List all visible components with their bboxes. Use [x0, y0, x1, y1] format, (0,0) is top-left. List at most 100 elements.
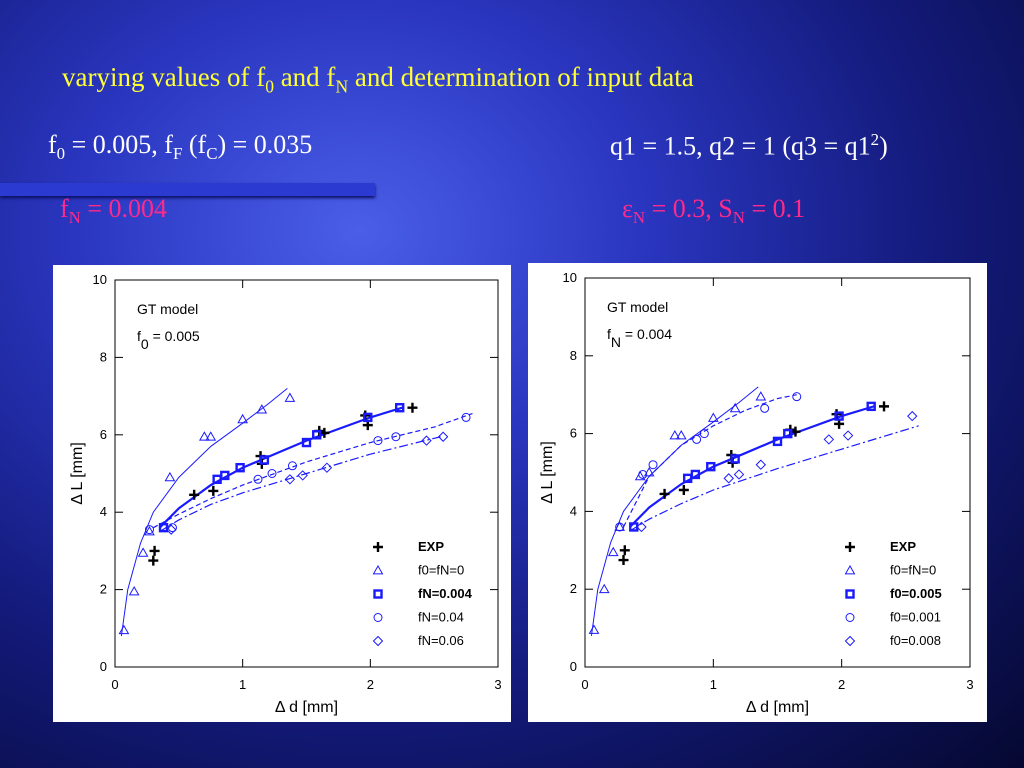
plus-marker: [407, 402, 418, 413]
triangle-marker: [844, 564, 856, 575]
text-run: ε: [622, 194, 633, 223]
circle-marker: [760, 403, 770, 413]
parameter-line: q1 = 1.5, q2 = 1 (q3 = q12): [610, 130, 888, 162]
diamond-marker: [372, 635, 384, 647]
diamond-marker: [823, 434, 835, 445]
plus-marker: [189, 489, 200, 500]
plus-marker: [618, 555, 629, 566]
chart-panel: 0 1 2 3 0 2 4 6 8 10 Δ d [mm] Δ L [mm] GT model fN = …: [528, 263, 987, 722]
triangle-marker: [607, 546, 619, 557]
diamond-marker: [733, 469, 745, 480]
diamond-marker: [421, 435, 432, 446]
x-axis-label: Δ d [mm]: [275, 699, 338, 716]
y-tick-label: 0: [570, 659, 577, 674]
y-tick-label: 10: [93, 272, 107, 287]
x-tick-label: 1: [710, 677, 717, 692]
x-axis-label: Δ d [mm]: [746, 699, 809, 716]
triangle-marker: [237, 413, 249, 424]
circle-marker: [373, 436, 383, 446]
model-curve: [158, 406, 403, 529]
annotation-run: = 0.005: [149, 328, 200, 344]
square-marker: [394, 403, 405, 413]
model-curve: [629, 405, 875, 528]
text-run: 0: [265, 76, 274, 97]
legend-label: f0=fN=0: [418, 563, 464, 578]
divider-bar: [0, 183, 375, 196]
square-marker: [301, 437, 312, 448]
model-curve: [629, 425, 919, 532]
text-run: f: [48, 130, 57, 159]
x-tick-label: 3: [966, 677, 973, 692]
text-run: C: [206, 144, 218, 164]
triangle-marker: [199, 431, 210, 441]
circle-marker: [648, 460, 658, 470]
diamond-marker: [755, 459, 767, 470]
model-curve: [622, 394, 797, 528]
triangle-marker: [675, 430, 687, 440]
x-tick-label: 3: [494, 677, 501, 692]
y-tick-label: 8: [570, 348, 577, 363]
parameter-line: fN = 0.004: [60, 194, 167, 228]
triangle-marker: [634, 470, 646, 481]
plus-marker: [845, 542, 855, 552]
parameter-line: εN = 0.3, SN = 0.1: [622, 194, 805, 228]
text-run: N: [68, 208, 81, 228]
triangle-marker: [164, 471, 176, 482]
plus-marker: [879, 401, 890, 412]
y-tick-label: 6: [100, 427, 107, 442]
slide-title: varying values of f0 and fN and determin…: [62, 62, 694, 97]
annotation: fN = 0.004: [607, 326, 672, 350]
model-curve: [590, 386, 759, 636]
y-tick-label: 6: [570, 426, 577, 441]
circle-marker: [373, 613, 383, 622]
plus-marker: [678, 485, 689, 496]
circle-marker: [144, 525, 154, 535]
y-tick-label: 8: [100, 349, 107, 364]
text-run: 0: [56, 144, 66, 164]
diamond-marker: [636, 521, 647, 533]
square-marker: [845, 589, 855, 599]
triangle-marker: [588, 624, 600, 634]
diamond-marker: [284, 474, 296, 485]
triangle-marker: [707, 412, 719, 422]
text-run: (f: [182, 130, 207, 159]
x-tick-label: 0: [581, 677, 588, 692]
triangle-marker: [118, 624, 130, 635]
square-marker: [706, 461, 716, 472]
square-marker: [682, 473, 693, 484]
plus-marker: [619, 545, 630, 556]
triangle-marker: [144, 526, 155, 536]
legend-label: EXP: [418, 539, 444, 554]
triangle-marker: [729, 402, 741, 413]
triangle-marker: [128, 586, 140, 596]
annotation-run: GT model: [607, 299, 668, 315]
square-marker: [235, 462, 245, 473]
square-marker: [259, 455, 270, 465]
circle-marker: [699, 429, 709, 439]
square-marker: [783, 428, 793, 439]
triangle-marker: [614, 521, 626, 531]
legend-label: f0=fN=0: [890, 563, 936, 578]
text-run: q1 = 1.5, q2 = 1 (q3 = q1: [610, 131, 871, 161]
text-run: ) = 0.035: [217, 130, 313, 159]
triangle-marker: [643, 466, 655, 477]
plus-marker: [208, 485, 219, 496]
diamond-marker: [723, 473, 734, 484]
triangle-marker: [755, 391, 767, 401]
text-run: N: [335, 76, 349, 97]
diamond-marker: [842, 430, 854, 441]
model-curve: [159, 436, 441, 533]
y-axis-label: Δ L [mm]: [69, 442, 86, 505]
legend-label: f0=0.001: [890, 610, 941, 625]
text-run: varying values of f: [62, 62, 266, 92]
diamond-marker: [297, 470, 308, 481]
annotation-run: 0: [141, 336, 149, 352]
text-run: ): [879, 131, 888, 161]
text-run: 2: [870, 130, 880, 149]
annotation-run: f: [607, 326, 611, 342]
annotation-run: GT model: [137, 301, 198, 317]
square-marker: [212, 474, 222, 485]
triangle-marker: [372, 564, 384, 575]
